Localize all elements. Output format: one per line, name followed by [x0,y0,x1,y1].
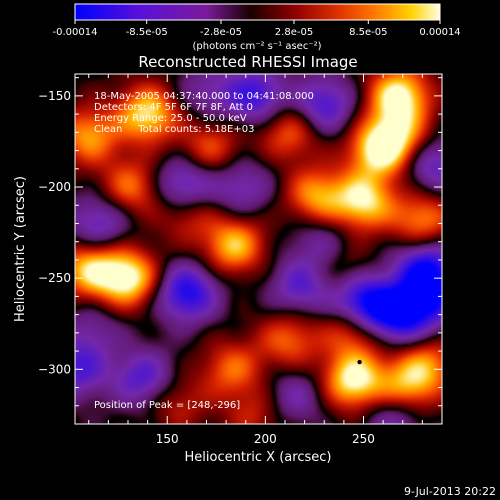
y-tick-label: −300 [38,362,71,376]
peak-marker [357,359,362,365]
colorbar-tick-label: 2.8e-05 [275,27,313,38]
annotation-detectors: Detectors: 4F 5F 6F 7F 8F, Att 0 [94,102,253,113]
colorbar-tick-label: -2.8e-05 [200,27,242,38]
y-tick-label: −250 [38,271,71,285]
y-tick-label: −150 [38,89,71,103]
colorbar-unit-label: (photons cm⁻² s⁻¹ asec⁻²) [192,41,321,52]
colorbar-tick-label: -0.00014 [53,27,98,38]
colorbar-tick-label: 8.5e-05 [349,27,387,38]
colorbar: -0.00014 -8.5e-05 -2.8e-05 2.8e-05 8.5e-05 0.… [53,3,461,52]
x-tick-label: 250 [352,432,375,446]
colorbar-gradient [74,3,441,21]
plot-annotations: 18-May-2005 04:37:40.000 to 04:41:08.000… [94,91,314,411]
annotation-clean-counts: Clean Total counts: 5.18E+03 [94,124,254,135]
colorbar-tick-label: 0.00014 [419,27,460,38]
footer-timestamp: 9-Jul-2013 20:22 [404,485,496,498]
plot-frame [74,73,443,425]
peak-dot [357,359,362,365]
x-axis-label: Heliocentric X (arcsec) [185,450,332,465]
colorbar-tick-label: -8.5e-05 [126,27,168,38]
annotation-time-range: 18-May-2005 04:37:40.000 to 04:41:08.000 [94,91,314,102]
heatmap-plot-area [75,74,442,424]
chart-title: Reconstructed RHESSI Image [138,53,357,71]
annotation-energy-range: Energy Range: 25.0 - 50.0 keV [94,113,247,124]
annotation-peak-position: Position of Peak = [248,-296] [94,400,240,411]
colorbar-ticks: -0.00014 -8.5e-05 -2.8e-05 2.8e-05 8.5e-05 0.… [53,20,461,38]
y-axis-label: Heliocentric Y (arcsec) [13,176,28,322]
y-axis: −150 −200 −250 −300 [38,77,442,425]
y-tick-label: −200 [38,180,71,194]
x-tick-label: 200 [254,432,277,446]
x-axis: 150 200 250 [88,74,443,446]
x-tick-label: 150 [156,432,179,446]
heatmap-image [75,74,442,424]
